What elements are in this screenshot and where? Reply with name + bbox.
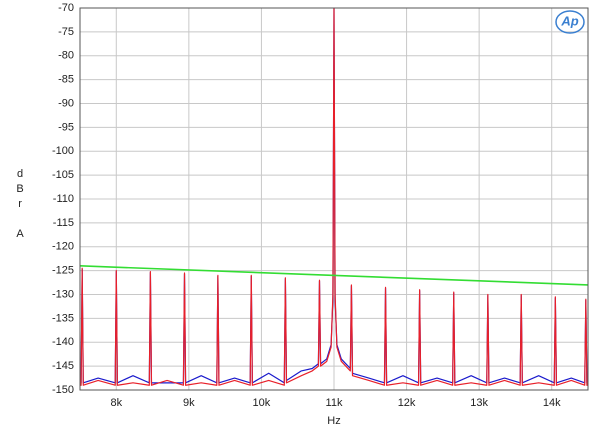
trace	[80, 8, 588, 386]
x-axis-label: Hz	[327, 415, 340, 427]
y-tick-label: -70	[58, 2, 74, 14]
x-tick-label: 11k	[326, 397, 343, 409]
x-tick-label: 12k	[398, 397, 416, 409]
y-tick-label: -125	[52, 265, 74, 277]
y-tick-label: -95	[58, 121, 74, 133]
y-tick-label: -80	[58, 50, 74, 62]
x-tick-label: 9k	[183, 397, 195, 409]
y-tick-label: -105	[52, 169, 74, 181]
plot-frame	[79, 7, 589, 391]
y-tick-label: -100	[52, 145, 74, 157]
y-axis-label: dBr A	[14, 168, 26, 243]
y-tick-label: -85	[58, 74, 74, 86]
y-tick-label: -90	[58, 97, 74, 109]
x-tick-label: 8k	[110, 397, 122, 409]
y-tick-label: -140	[52, 336, 74, 348]
x-tick-label: 10k	[253, 397, 271, 409]
y-tick-label: -110	[53, 193, 74, 205]
y-tick-label: -130	[52, 288, 74, 300]
logo: Ap	[560, 13, 578, 28]
y-tick-label: -120	[52, 241, 74, 253]
x-tick-label: 14k	[543, 397, 561, 409]
y-tick-label: -135	[52, 312, 74, 324]
y-tick-label: -115	[53, 217, 74, 229]
x-tick-label: 13k	[470, 397, 488, 409]
y-tick-label: -145	[52, 360, 74, 372]
y-tick-label: -150	[52, 384, 74, 396]
logo-ring	[555, 10, 585, 34]
grid	[80, 7, 588, 391]
traces	[80, 8, 588, 386]
trace	[80, 265, 588, 286]
y-tick-label: -75	[58, 26, 74, 38]
